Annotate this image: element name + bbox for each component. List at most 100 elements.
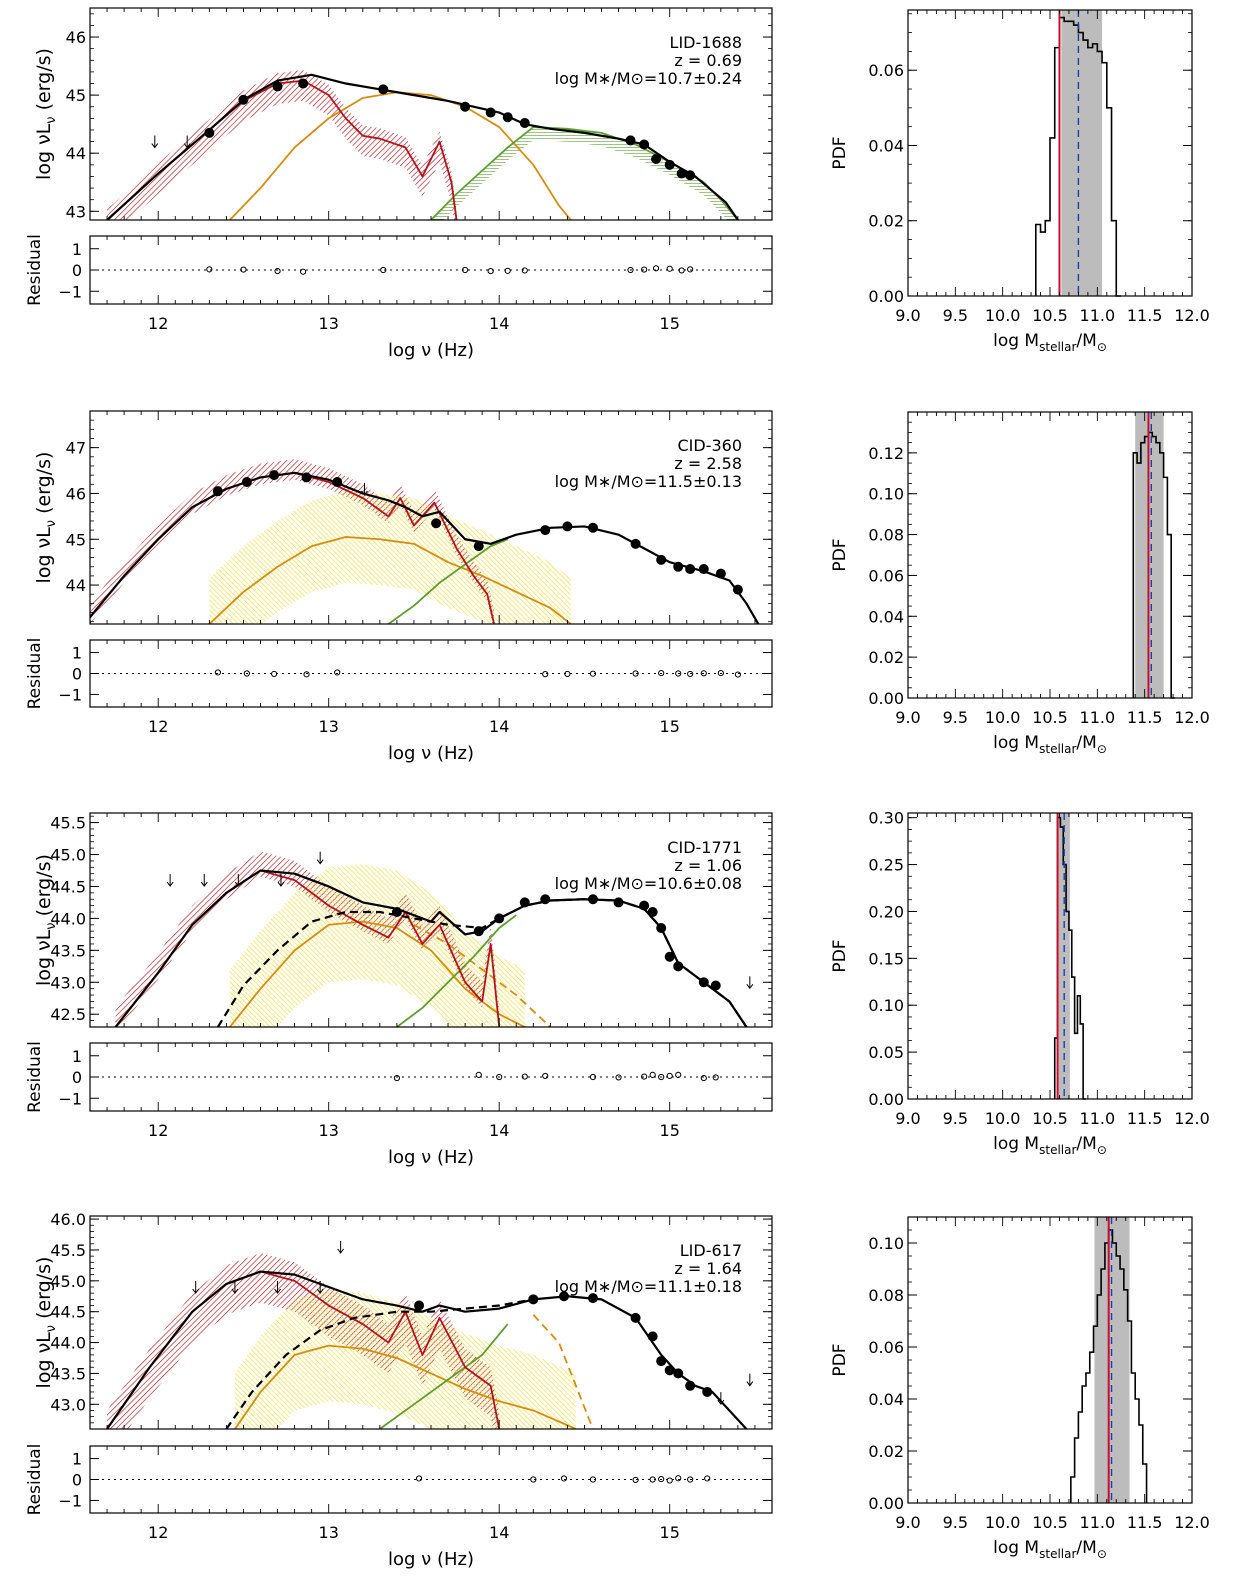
residual-point [415,1475,423,1482]
torus-band [107,70,457,220]
pdf-y-tick-label: 0.05 [868,1043,904,1062]
pdf-y-tick-label: 0.08 [868,526,904,545]
y-tick-label: 44.0 [50,909,86,928]
pdf-x-tick-label: 12.0 [1174,708,1210,727]
x-tick-label: 15 [660,1523,680,1542]
y-tick-label: 45.5 [50,814,86,833]
residual-point [652,265,660,272]
pdf-x-tick-label: 12.0 [1174,306,1210,325]
photometry-point [732,584,743,595]
pdf-histogram [1132,431,1175,699]
x-tick-label: 15 [660,1121,680,1140]
residual-point [632,670,639,677]
source-name: LID-1688 [670,33,742,52]
photometry-point [494,913,505,924]
residual-point [560,1475,568,1482]
photometry-point [587,1293,598,1304]
pdf-x-tick-label: 9.0 [895,1513,920,1532]
residual-point [627,266,634,274]
residual-point [649,1071,656,1078]
stellar-mass-label: log M∗/M⊙=11.5±0.13 [555,472,742,491]
y-tick-label: 45.0 [50,846,86,865]
photometry-point [647,1331,658,1342]
pdf-x-tick-label: 10.5 [1032,1513,1068,1532]
x-tick-label: 13 [319,1523,339,1542]
photometry-point [519,118,530,129]
pdf-y-axis-label: PDF [830,1343,850,1376]
residual-point [530,1476,537,1483]
pdf-x-tick-label: 9.0 [895,306,920,325]
pdf-panel-1: 0.00 0.02 0.04 0.06 9.0 9.5 10.0 10.5 11.0 11.5 12… [830,9,1210,354]
residual-point [243,670,250,677]
x-tick-label: 14 [489,314,509,333]
x-axis-label: log ν (Hz) [388,743,474,764]
photometry-point [673,561,684,572]
y-tick-label: 45.0 [50,1272,86,1291]
stellar-line [379,1323,509,1429]
pdf-y-tick-label: 0.04 [868,1390,904,1409]
pdf-x-axis-label: log Mstellar/M⊙ [993,733,1107,756]
pdf-y-tick-label: 0.00 [868,1494,904,1513]
photometry-point [519,897,530,908]
pdf-x-tick-label: 11.5 [1127,1513,1163,1532]
residual-axis-label: Residual [25,638,45,710]
pdf-x-tick-label: 9.0 [895,708,920,727]
residual-tick-label: −1 [58,282,82,301]
y-tick-label: 44.5 [50,1303,86,1322]
pdf-y-tick-label: 0.30 [868,809,904,828]
photometry-point [298,78,309,89]
photometry-point [651,154,662,165]
residual-point [303,671,310,678]
photometry-point [673,1368,684,1379]
upper-limit-arrow [151,135,159,149]
residual-point [334,669,341,676]
source-name: CID-1771 [667,838,742,857]
upper-limit-arrow [231,1281,239,1294]
residual-point [734,671,742,678]
residual-point [589,1073,597,1081]
y-tick-label: 45 [66,86,86,105]
pdf-x-tick-label: 10.5 [1032,708,1068,727]
residual-tick-label: 0 [72,1068,82,1087]
residual-point [274,267,281,275]
pdf-x-tick-label: 9.5 [943,708,968,727]
residual-tick-label: 0 [72,665,82,684]
upper-limit-arrow [361,482,368,496]
y-tick-label: 43 [66,202,86,221]
photometry-point [625,135,636,146]
residual-point [240,266,247,273]
residual-point [687,266,694,273]
upper-limit-arrow [192,1281,200,1294]
total-line [90,471,760,624]
photometry-point [241,477,252,487]
x-tick-label: 14 [489,717,509,736]
residual-point [487,267,494,275]
photometry-point [673,961,684,972]
starburst-band [229,864,525,1027]
pdf-x-tick-label: 12.0 [1174,1513,1210,1532]
y-tick-label: 43.0 [50,973,86,992]
x-tick-label: 14 [489,1523,509,1542]
total-line [106,1270,748,1429]
sed-plot-area [106,1240,754,1429]
pdf-x-axis-label: log Mstellar/M⊙ [993,331,1107,354]
y-axis-label: log νLν (erg/s) [33,452,59,584]
upper-limit-arrow [337,1240,345,1254]
pdf-y-tick-label: 0.20 [868,902,904,921]
photometry-point [485,107,496,118]
pdf-panel-4: 0.00 0.02 0.04 0.06 0.08 0.10 9.0 9.5 10.0 10.5 11… [830,1216,1210,1561]
x-axis-label: log ν (Hz) [388,340,474,361]
photometry-point [414,1300,425,1311]
residual-point [615,1074,622,1081]
pdf-y-tick-label: 0.02 [868,1442,904,1461]
pdf-x-tick-label: 10.0 [985,1109,1021,1128]
x-tick-label: 12 [148,1523,168,1542]
y-tick-label: 42.5 [50,1005,86,1024]
x-tick-label: 13 [319,1121,339,1140]
residual-point [521,267,528,274]
stellar-mass-label: log M∗/M⊙=11.1±0.18 [555,1277,742,1296]
